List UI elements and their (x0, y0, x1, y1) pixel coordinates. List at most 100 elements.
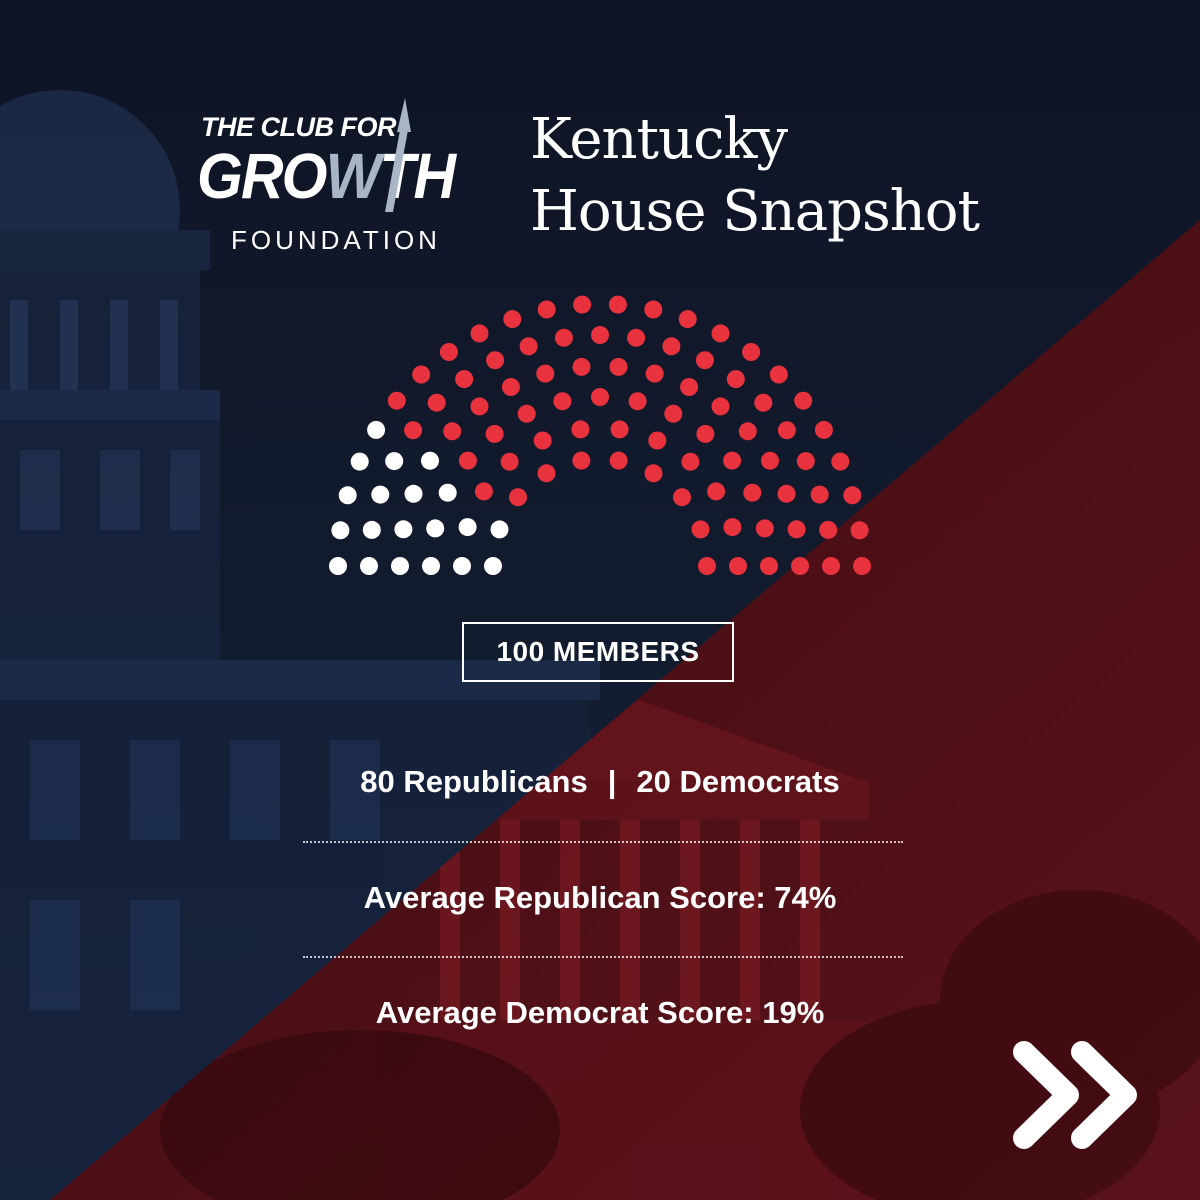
republican-seat (648, 431, 667, 450)
democrat-seat (438, 483, 457, 502)
republican-count: 80 Republicans (360, 764, 588, 799)
republican-seat (509, 488, 527, 507)
republican-seat (387, 391, 406, 410)
page-title: Kentucky House Snapshot (530, 104, 980, 248)
republican-seat (427, 393, 446, 412)
republican-seat (691, 520, 710, 539)
democrat-seat (394, 520, 413, 539)
democrat-seat (360, 557, 378, 575)
republican-seat (501, 378, 520, 396)
republican-seat (777, 421, 796, 440)
republican-seat (673, 488, 691, 507)
republican-seat (777, 484, 796, 503)
republican-seat (831, 452, 850, 471)
double-chevron-right-icon[interactable] (1000, 1030, 1150, 1160)
republican-seat (627, 328, 646, 347)
republican-seat (819, 520, 838, 539)
republican-seat (761, 451, 779, 470)
democrat-seat (329, 557, 347, 575)
republican-seat (439, 343, 458, 361)
republican-seat (769, 365, 788, 384)
republican-seat (609, 451, 628, 470)
republican-seat (664, 404, 683, 423)
democrat-seat (490, 520, 509, 539)
republican-seat (645, 364, 664, 383)
club-for-growth-logo: THE CLUB FOR GROWTH FOUNDATION (195, 92, 495, 262)
logo-line-foundation: FOUNDATION (231, 225, 441, 255)
capitol-portico-silhouette (160, 700, 1200, 1200)
democrat-seat (331, 521, 350, 540)
republican-seat (610, 420, 629, 439)
dotted-divider (303, 956, 903, 958)
republican-seat (843, 486, 862, 505)
republican-seat (760, 557, 778, 575)
democrat-seat (421, 451, 439, 470)
republican-seat (500, 452, 519, 471)
republican-seat (470, 324, 489, 343)
republican-seat (723, 451, 742, 470)
democrat-count: 20 Democrats (636, 764, 840, 799)
members-count-box: 100 MEMBERS (462, 622, 734, 682)
republican-seat (455, 370, 474, 389)
count-separator: | (607, 764, 617, 799)
republican-seat (680, 378, 699, 396)
democrat-seat (338, 486, 357, 505)
republican-seat (644, 464, 663, 483)
democrat-seat (362, 520, 381, 539)
avg-democrat-score: Average Democrat Score: 19% (375, 995, 825, 1030)
democrat-seat (458, 518, 477, 537)
republican-seat (707, 482, 726, 501)
democrat-seat (484, 557, 502, 575)
democrat-seat (453, 557, 471, 575)
republican-seat (571, 420, 590, 439)
republican-seat (404, 421, 423, 440)
republican-seat (729, 557, 747, 575)
republican-seat (553, 392, 572, 411)
republican-seat (458, 451, 477, 470)
republican-seat (787, 520, 806, 539)
republican-seat (726, 370, 745, 389)
republican-seat (608, 295, 627, 314)
republican-seat (681, 452, 700, 471)
republican-seat (533, 431, 552, 450)
republican-seat (794, 391, 813, 410)
democrat-seat (391, 557, 409, 575)
democrat-seat (422, 557, 440, 575)
republican-seat (743, 483, 762, 502)
democrat-seat (385, 452, 404, 471)
republican-seat (810, 485, 829, 504)
republican-seat (698, 557, 716, 575)
republican-seat (723, 518, 742, 537)
republican-seat (537, 464, 556, 483)
republican-seat (537, 300, 556, 319)
party-counts: 80 Republicans | 20 Democrats (0, 764, 1200, 800)
republican-seat (609, 357, 628, 376)
republican-seat (591, 326, 609, 344)
republican-seat (696, 424, 715, 443)
republican-seat (517, 404, 536, 423)
republican-seat (678, 310, 697, 329)
republican-seat (486, 351, 505, 370)
republican-seat (554, 328, 573, 347)
growth-arrow-icon (385, 98, 411, 212)
republican-seat (742, 343, 761, 361)
democrat-seat (371, 485, 390, 504)
avg-republican-score: Average Republican Score: 74% (363, 880, 837, 915)
dotted-divider (303, 841, 903, 843)
republican-seat (572, 357, 591, 376)
democrat-seat (426, 519, 445, 538)
republican-seat (443, 422, 462, 441)
republican-seat (474, 482, 493, 501)
republican-seat (485, 424, 504, 443)
republican-seat (711, 397, 730, 416)
democrat-seat (367, 420, 386, 439)
republican-seat (470, 397, 489, 416)
republican-seat (796, 452, 815, 471)
republican-seat (644, 300, 663, 319)
republican-seat (628, 392, 647, 411)
republican-seat (519, 337, 538, 356)
republican-seat (591, 388, 609, 406)
title-line-1: Kentucky (530, 107, 788, 172)
